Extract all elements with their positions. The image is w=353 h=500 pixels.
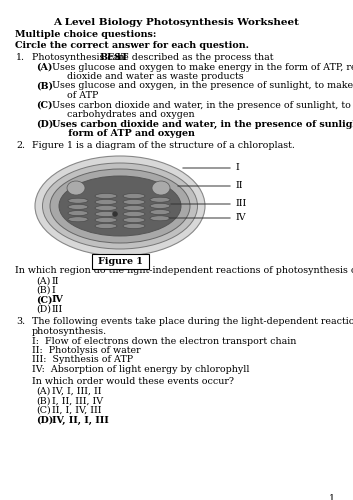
Ellipse shape bbox=[95, 200, 117, 204]
Ellipse shape bbox=[95, 224, 117, 228]
Text: of ATP: of ATP bbox=[52, 91, 98, 100]
Text: (B): (B) bbox=[36, 286, 50, 295]
Ellipse shape bbox=[50, 169, 190, 243]
Ellipse shape bbox=[123, 206, 145, 210]
Text: (A): (A) bbox=[36, 276, 50, 285]
Ellipse shape bbox=[123, 224, 145, 228]
Text: (C): (C) bbox=[36, 406, 51, 415]
Text: In which order would these events occur?: In which order would these events occur? bbox=[32, 378, 234, 386]
Text: IV, I, III, II: IV, I, III, II bbox=[52, 387, 102, 396]
FancyBboxPatch shape bbox=[91, 254, 149, 268]
Text: IV:  Absorption of light energy by chlorophyll: IV: Absorption of light energy by chloro… bbox=[32, 365, 250, 374]
Text: (B): (B) bbox=[36, 396, 50, 406]
Ellipse shape bbox=[95, 212, 117, 216]
Text: In which region do the light-independent reactions of photosynthesis occur?: In which region do the light-independent… bbox=[15, 266, 353, 275]
Text: I: I bbox=[52, 286, 56, 295]
Text: Uses carbon dioxide and water, in the presence of sunlight, to make energy in th: Uses carbon dioxide and water, in the pr… bbox=[52, 120, 353, 128]
Ellipse shape bbox=[150, 204, 170, 208]
Text: III: III bbox=[52, 305, 63, 314]
Ellipse shape bbox=[150, 216, 170, 221]
Text: (A): (A) bbox=[36, 62, 52, 72]
Ellipse shape bbox=[123, 200, 145, 204]
Ellipse shape bbox=[59, 176, 181, 236]
Ellipse shape bbox=[95, 194, 117, 198]
Ellipse shape bbox=[95, 218, 117, 222]
Text: (D): (D) bbox=[36, 120, 53, 128]
Ellipse shape bbox=[68, 210, 88, 216]
Ellipse shape bbox=[123, 218, 145, 222]
Text: Figure 1: Figure 1 bbox=[97, 256, 143, 266]
Text: (D): (D) bbox=[36, 416, 53, 424]
Text: A Level Biology Photosynthesis Worksheet: A Level Biology Photosynthesis Worksheet bbox=[54, 18, 299, 27]
Text: IV: IV bbox=[235, 214, 246, 222]
Text: IV, II, I, III: IV, II, I, III bbox=[52, 416, 109, 424]
Ellipse shape bbox=[68, 217, 88, 222]
Text: be described as the process that: be described as the process that bbox=[114, 53, 273, 62]
Text: BEST: BEST bbox=[100, 53, 129, 62]
Text: Multiple choice questions:: Multiple choice questions: bbox=[15, 30, 156, 39]
Text: form of ATP and oxygen: form of ATP and oxygen bbox=[52, 129, 195, 138]
Text: 2.: 2. bbox=[16, 142, 25, 150]
Text: I:  Flow of electrons down the electron transport chain: I: Flow of electrons down the electron t… bbox=[32, 336, 297, 345]
Ellipse shape bbox=[150, 210, 170, 214]
Text: (C): (C) bbox=[36, 296, 53, 304]
Text: III:  Synthesis of ATP: III: Synthesis of ATP bbox=[32, 356, 133, 364]
Text: The following events take place during the light-dependent reactions of: The following events take place during t… bbox=[32, 318, 353, 326]
Text: Photosynthesis can: Photosynthesis can bbox=[32, 53, 127, 62]
Text: Uses carbon dioxide and water, in the presence of sunlight, to produce: Uses carbon dioxide and water, in the pr… bbox=[52, 100, 353, 110]
Text: II: II bbox=[235, 182, 243, 190]
Text: II, I, IV, III: II, I, IV, III bbox=[52, 406, 102, 415]
Ellipse shape bbox=[95, 206, 117, 210]
Text: (D): (D) bbox=[36, 305, 51, 314]
Ellipse shape bbox=[67, 181, 85, 195]
Ellipse shape bbox=[42, 163, 197, 249]
Text: dioxide and water as waste products: dioxide and water as waste products bbox=[52, 72, 244, 81]
Ellipse shape bbox=[35, 156, 205, 256]
Text: Uses glucose and oxygen to make energy in the form of ATP, releasing carbon: Uses glucose and oxygen to make energy i… bbox=[52, 62, 353, 72]
Text: (B): (B) bbox=[36, 82, 53, 90]
Text: I: I bbox=[235, 164, 239, 172]
Text: Uses glucose and oxygen, in the presence of sunlight, to make energy in the form: Uses glucose and oxygen, in the presence… bbox=[52, 82, 353, 90]
Ellipse shape bbox=[123, 212, 145, 216]
Ellipse shape bbox=[68, 204, 88, 210]
Text: III: III bbox=[235, 200, 246, 208]
Text: Circle the correct answer for each question.: Circle the correct answer for each quest… bbox=[15, 41, 249, 50]
Ellipse shape bbox=[123, 194, 145, 198]
Ellipse shape bbox=[152, 181, 170, 195]
Text: I, II, III, IV: I, II, III, IV bbox=[52, 396, 103, 406]
Text: 1: 1 bbox=[329, 494, 335, 500]
Ellipse shape bbox=[113, 212, 118, 216]
Text: 3.: 3. bbox=[16, 318, 25, 326]
Ellipse shape bbox=[68, 198, 88, 203]
Text: IV: IV bbox=[52, 296, 64, 304]
Text: Figure 1 is a diagram of the structure of a chloroplast.: Figure 1 is a diagram of the structure o… bbox=[32, 142, 295, 150]
Text: (C): (C) bbox=[36, 100, 53, 110]
Text: carbohydrates and oxygen: carbohydrates and oxygen bbox=[52, 110, 195, 119]
Text: (A): (A) bbox=[36, 387, 50, 396]
Text: II:  Photolysis of water: II: Photolysis of water bbox=[32, 346, 140, 355]
Text: 1.: 1. bbox=[16, 53, 25, 62]
Ellipse shape bbox=[150, 197, 170, 202]
Text: II: II bbox=[52, 276, 60, 285]
Text: photosynthesis.: photosynthesis. bbox=[32, 327, 107, 336]
